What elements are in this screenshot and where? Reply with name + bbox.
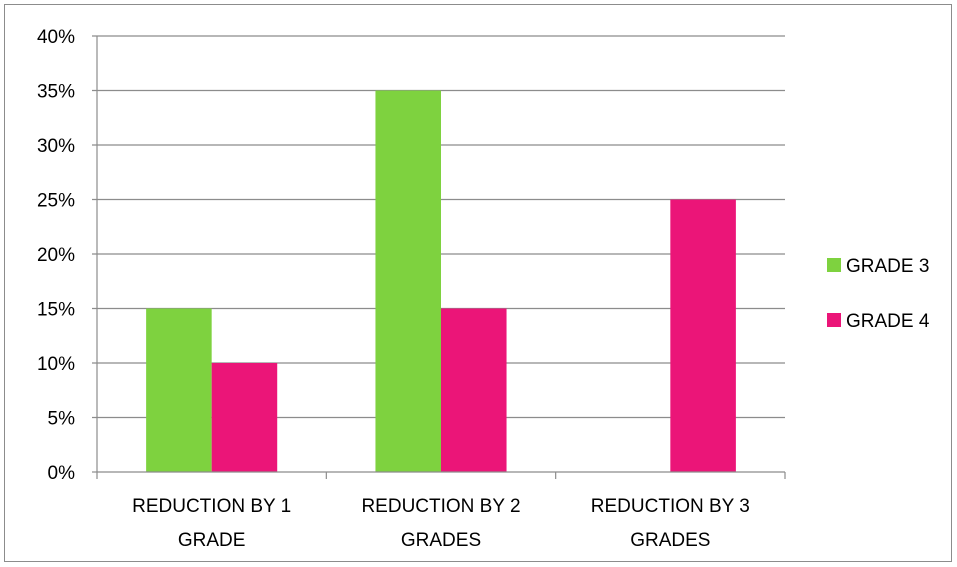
x-category-label: GRADES [401, 530, 481, 551]
y-tick-label: 0% [48, 463, 76, 484]
x-category-label: REDUCTION BY 1 [132, 496, 291, 517]
bars [146, 90, 736, 472]
y-tick-label: 35% [37, 82, 75, 103]
x-category-label: REDUCTION BY 2 [361, 496, 520, 517]
bar-grade-4 [441, 308, 507, 472]
y-tick-label: 10% [37, 354, 75, 375]
legend-label: GRADE 4 [846, 311, 930, 332]
y-tick-labels: 0% 5% 10% 15% 20% 25% 30% 35% 40% [37, 27, 75, 484]
bar-grade-4 [670, 199, 736, 472]
y-tick-label: 30% [37, 136, 75, 157]
legend-label: GRADE 3 [846, 256, 929, 277]
y-tick-label: 15% [37, 300, 75, 321]
x-category-labels: REDUCTION BY 1 GRADE REDUCTION BY 2 GRADES R… [132, 496, 750, 551]
legend: GRADE 3 GRADE 4 [827, 256, 930, 332]
axes [92, 36, 786, 479]
y-tick-label: 5% [48, 409, 76, 430]
legend-swatch [827, 313, 841, 327]
y-tick-label: 20% [37, 245, 75, 266]
x-category-label: GRADES [630, 530, 710, 551]
x-category-label: REDUCTION BY 3 [591, 496, 750, 517]
x-category-label: GRADE [178, 530, 246, 551]
y-tick-label: 25% [37, 191, 75, 212]
bar-grade-4 [211, 363, 278, 472]
bar-grade-3 [146, 308, 212, 472]
legend-swatch [827, 258, 841, 272]
y-tick-label: 40% [37, 27, 75, 48]
bar-grade-3 [375, 90, 441, 472]
